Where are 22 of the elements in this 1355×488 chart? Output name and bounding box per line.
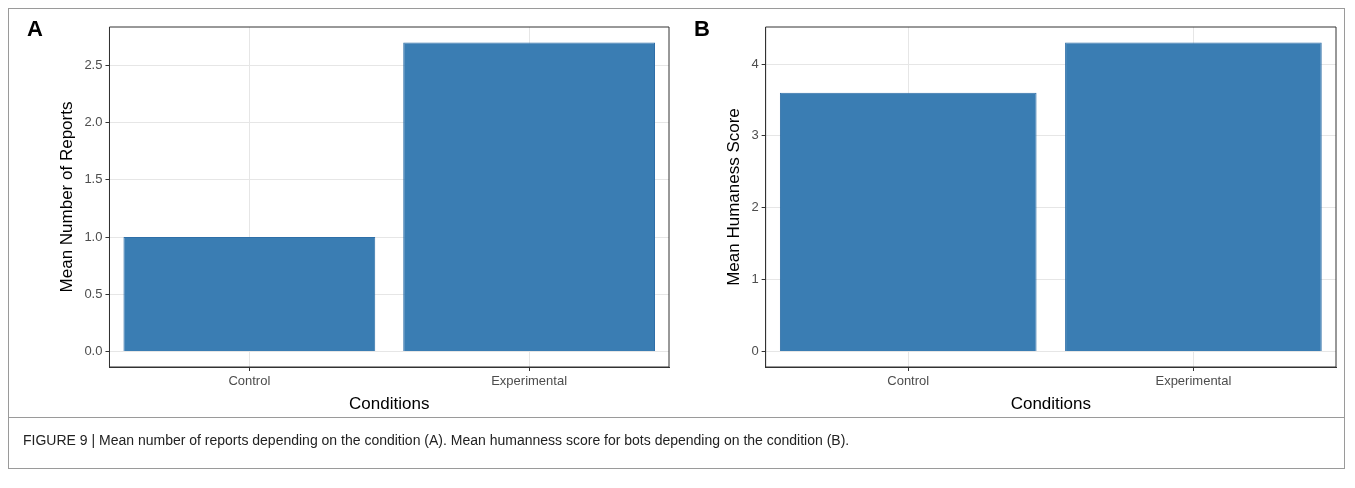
- y-axis-title: Mean Humaness Score: [723, 108, 743, 286]
- y-tick-label: 1: [751, 271, 759, 287]
- y-tick-label: 3: [751, 127, 759, 143]
- x-tick-label: Experimental: [1155, 373, 1232, 389]
- y-tick-label: 2.0: [84, 114, 103, 130]
- x-axis-title: Conditions: [1010, 394, 1091, 414]
- x-axis-title: Conditions: [349, 394, 430, 414]
- y-tick-label: 1.0: [84, 228, 103, 244]
- x-tick-label: Control: [887, 373, 930, 389]
- y-tick-label: 2.5: [84, 56, 103, 72]
- y-axis-title: Mean Number of Reports: [56, 101, 76, 293]
- y-tick-label: 0.5: [84, 285, 103, 301]
- x-tick-label: Experimental: [491, 373, 568, 389]
- y-tick-label: 0: [751, 343, 759, 359]
- y-tick-label: 1.5: [84, 171, 103, 187]
- y-tick-label: 4: [751, 55, 759, 71]
- y-tick-label: 0.0: [84, 343, 103, 359]
- chart-title: A: [27, 16, 43, 42]
- x-tick-label: Control: [228, 373, 271, 389]
- y-tick-label: 2: [751, 199, 759, 215]
- chart-title: B: [694, 16, 710, 42]
- caption: FIGURE 9 | Mean number of reports depending on the condition (A). Mean humanness score for bots depending on the condition (B).: [23, 432, 851, 448]
